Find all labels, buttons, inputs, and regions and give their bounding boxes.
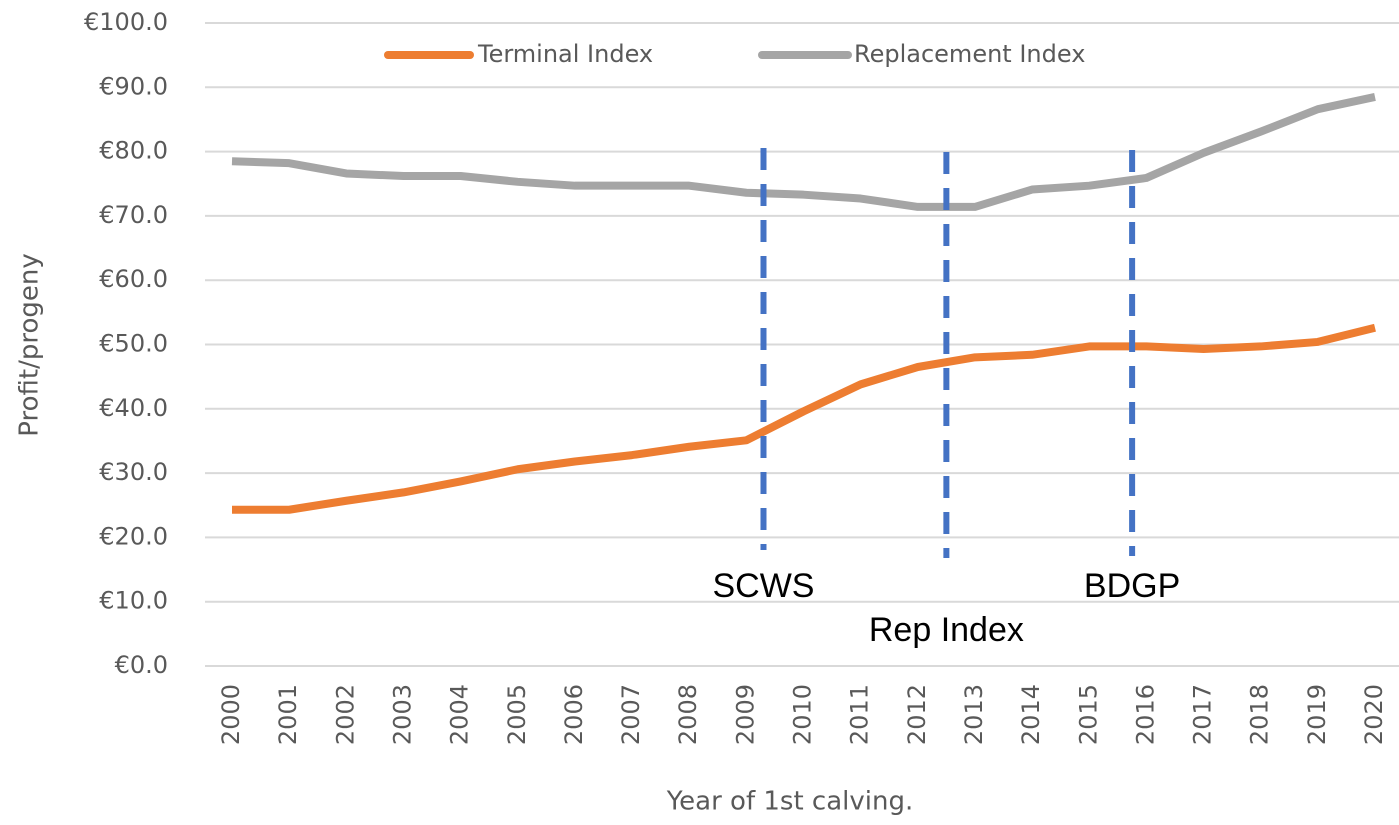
y-tick-label: €10.0	[99, 587, 168, 615]
y-tick-label: €40.0	[99, 394, 168, 422]
y-tick-label: €80.0	[99, 137, 168, 165]
x-tick-label: 2014	[1017, 684, 1045, 745]
x-tick-label: 2020	[1360, 684, 1388, 745]
y-tick-label: €20.0	[99, 522, 168, 550]
y-tick-label: €70.0	[99, 201, 168, 229]
y-tick-label: €0.0	[115, 651, 168, 679]
legend-label: Terminal Index	[477, 40, 653, 68]
x-tick-label: 2006	[560, 684, 588, 745]
y-tick-label: €50.0	[99, 330, 168, 358]
x-tick-label: 2008	[674, 684, 702, 745]
x-axis-label: Year of 1st calving.	[666, 787, 914, 817]
x-tick-label: 2017	[1189, 684, 1217, 745]
x-tick-label: 2003	[388, 684, 416, 745]
annotation-text: SCWS	[712, 567, 814, 605]
legend-label: Replacement Index	[854, 40, 1085, 68]
x-tick-label: 2004	[446, 684, 474, 745]
y-axis-label: Profit/progeny	[15, 253, 45, 436]
x-tick-label: 2005	[503, 684, 531, 745]
annotation-text: Rep Index	[869, 611, 1024, 649]
x-tick-label: 2015	[1074, 684, 1102, 745]
y-tick-label: €90.0	[99, 72, 168, 100]
y-tick-label: €30.0	[99, 458, 168, 486]
x-tick-label: 2019	[1303, 684, 1331, 745]
x-tick-label: 2001	[274, 684, 302, 745]
x-tick-label: 2009	[731, 684, 759, 745]
annotation-text: BDGP	[1084, 567, 1180, 605]
x-tick-label: 2018	[1246, 684, 1274, 745]
line-series	[231, 93, 1376, 211]
line-series	[232, 323, 1376, 514]
x-tick-label: 2016	[1131, 684, 1159, 745]
x-tick-label: 2012	[903, 684, 931, 745]
x-tick-label: 2007	[617, 684, 645, 745]
x-tick-label: 2013	[960, 684, 988, 745]
y-tick-label: €100.0	[84, 8, 168, 36]
y-tick-label: €60.0	[99, 265, 168, 293]
x-tick-label: 2000	[217, 684, 245, 745]
x-tick-label: 2011	[846, 684, 874, 745]
x-tick-label: 2010	[789, 684, 817, 745]
x-tick-label: 2002	[331, 684, 359, 745]
